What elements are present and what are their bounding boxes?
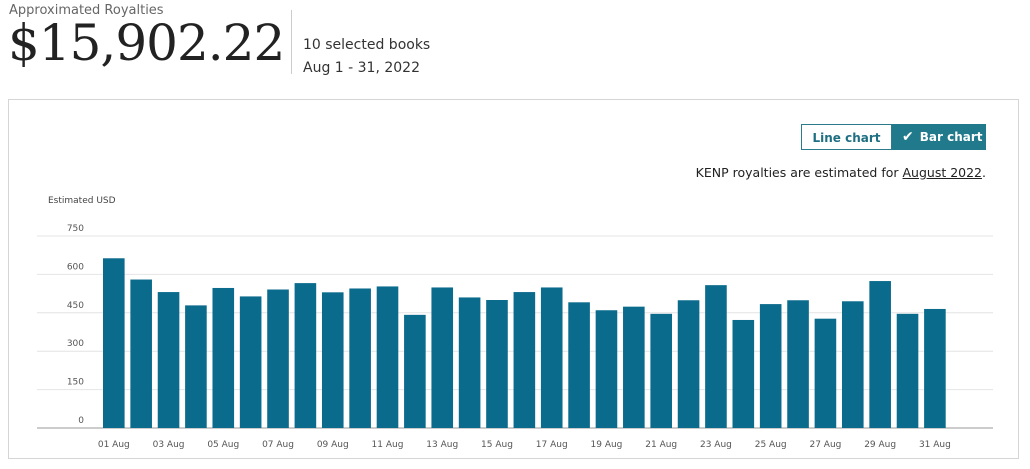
bar-24-aug — [732, 319, 755, 428]
bar-01-aug — [103, 258, 125, 428]
bar-17-aug — [540, 287, 563, 428]
y-axis-label: Estimated USD — [48, 196, 116, 206]
kenp-note-text: KENP royalties are estimated for — [695, 165, 903, 180]
y-tick-label: 450 — [67, 301, 84, 311]
x-tick-label: 31 Aug — [919, 440, 951, 450]
bar-13-aug — [431, 287, 454, 428]
bar-07-aug — [267, 289, 289, 428]
bar-chart-button[interactable]: ✔ Bar chart — [892, 124, 986, 150]
bar-14-aug — [458, 297, 481, 428]
bar-26-aug — [787, 300, 809, 428]
bar-19-aug — [595, 310, 618, 428]
y-tick-label: 0 — [78, 416, 84, 426]
bar-18-aug — [568, 302, 590, 428]
bar-03-aug — [157, 292, 180, 428]
x-tick-label: 05 Aug — [207, 440, 239, 450]
bar-10-aug — [349, 288, 371, 428]
bar-20-aug — [623, 306, 645, 428]
royalties-total: $15,902.22 — [8, 14, 285, 72]
bar-11-aug — [376, 286, 399, 428]
x-tick-label: 19 Aug — [591, 440, 623, 450]
bar-31-aug — [924, 308, 946, 428]
x-tick-label: 15 Aug — [481, 440, 513, 450]
bar-06-aug — [239, 296, 262, 428]
x-tick-label: 03 Aug — [153, 440, 185, 450]
line-chart-button[interactable]: Line chart — [801, 124, 892, 150]
y-tick-label: 300 — [67, 339, 84, 349]
bar-29-aug — [869, 281, 891, 428]
bar-05-aug — [212, 287, 235, 428]
x-tick-label: 25 Aug — [755, 440, 787, 450]
bar-12-aug — [404, 314, 426, 428]
check-icon: ✔ — [902, 129, 914, 145]
bar-30-aug — [896, 313, 919, 428]
header-divider — [291, 10, 292, 74]
kenp-month-link[interactable]: August 2022 — [902, 165, 983, 180]
chart-card — [8, 99, 1019, 459]
x-tick-label: 27 Aug — [809, 440, 841, 450]
y-tick-label: 600 — [67, 262, 84, 272]
bar-22-aug — [677, 300, 700, 428]
bar-28-aug — [841, 301, 864, 428]
bar-16-aug — [513, 292, 536, 428]
date-range: Aug 1 - 31, 2022 — [303, 60, 420, 76]
x-tick-label: 17 Aug — [536, 440, 568, 450]
royalties-label: Approximated Royalties — [9, 3, 164, 18]
x-tick-label: 09 Aug — [317, 440, 349, 450]
bar-08-aug — [294, 283, 317, 428]
chart-type-toggle: Line chart ✔ Bar chart — [801, 124, 986, 150]
selected-books: 10 selected books — [303, 37, 431, 53]
kenp-note-suffix: . — [982, 165, 986, 180]
bar-chart-label: Bar chart — [919, 130, 983, 144]
y-tick-label: 150 — [67, 378, 84, 388]
x-tick-label: 23 Aug — [700, 440, 732, 450]
x-tick-label: 13 Aug — [426, 440, 458, 450]
bar-21-aug — [650, 313, 672, 428]
x-tick-label: 07 Aug — [262, 440, 294, 450]
x-tick-label: 11 Aug — [372, 440, 404, 450]
x-tick-label: 01 Aug — [98, 440, 130, 450]
bar-04-aug — [185, 305, 207, 428]
bar-09-aug — [321, 292, 344, 428]
x-tick-label: 21 Aug — [645, 440, 677, 450]
y-tick-label: 750 — [67, 224, 84, 234]
bar-27-aug — [814, 318, 837, 428]
bar-23-aug — [705, 285, 727, 428]
kenp-note: KENP royalties are estimated for August … — [696, 165, 986, 180]
x-tick-label: 29 Aug — [864, 440, 896, 450]
bar-02-aug — [130, 279, 152, 428]
bar-25-aug — [759, 304, 782, 428]
bar-15-aug — [486, 300, 508, 428]
